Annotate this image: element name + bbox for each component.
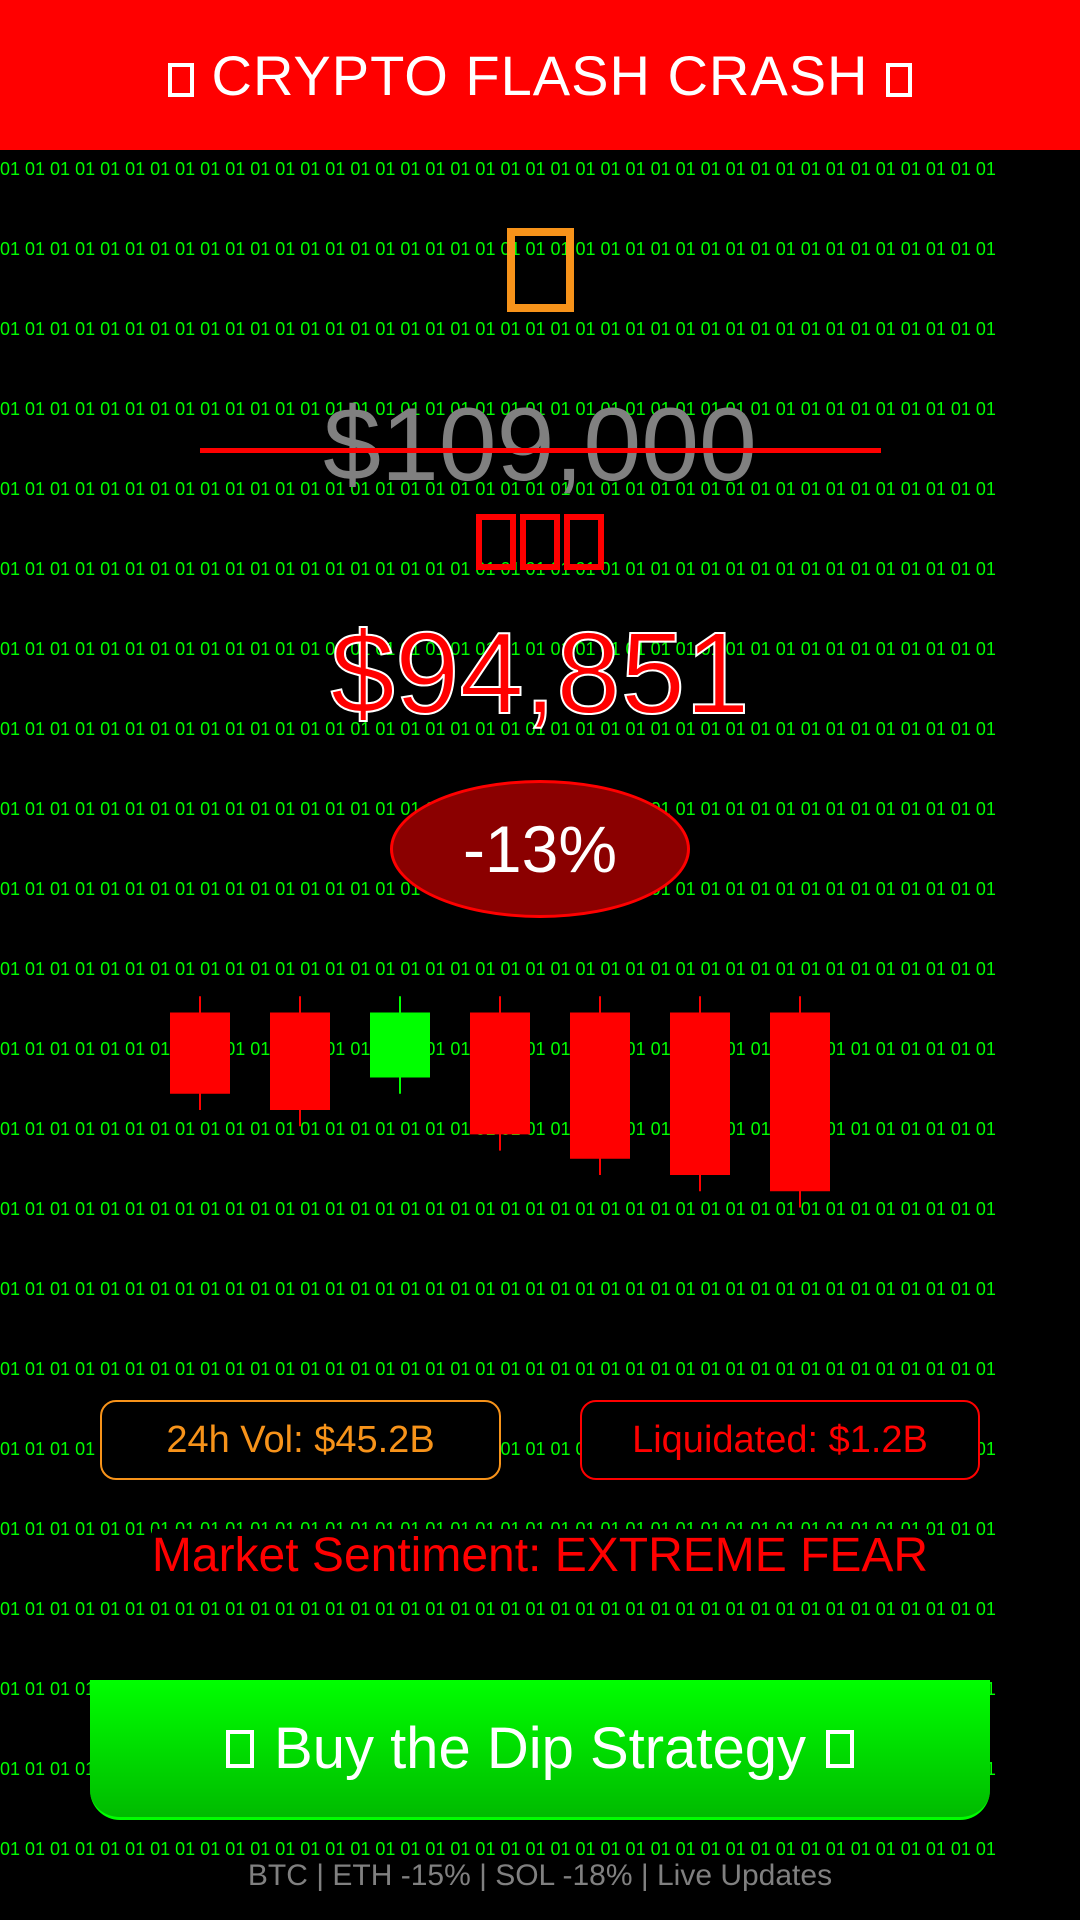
- market-sentiment: Market Sentiment: EXTREME FEAR: [0, 1528, 1080, 1584]
- binary-row: 01 01 01 01 01 01 01 01 01 01 01 01 01 0…: [0, 959, 996, 979]
- binary-row: 01 01 01 01 01 01 01 01 01 01 01 01 01 0…: [0, 1279, 996, 1299]
- liquidated-text: Liquidated: $1.2B: [632, 1418, 928, 1461]
- alert-box-icon: [886, 62, 913, 97]
- cta-label: Buy the Dip Strategy: [274, 1716, 806, 1781]
- alert-box-icon: [167, 62, 194, 97]
- down-arrow-icon: [520, 514, 560, 570]
- binary-row: 01 01 01 01 01 01 01 01 01 01 01 01 01 0…: [0, 479, 996, 499]
- header-title-row: CRYPTO FLASH CRASH: [167, 43, 913, 108]
- down-arrow-icon: [476, 514, 516, 570]
- candle-body: [770, 1012, 830, 1192]
- percent-change-badge: -13%: [390, 780, 690, 918]
- box-icon: [226, 1729, 255, 1768]
- ticker-text: BTC | ETH -15% | SOL -18% | Live Updates: [247, 1859, 833, 1892]
- candle-body: [370, 1012, 430, 1078]
- volume-text: 24h Vol: $45.2B: [166, 1418, 435, 1461]
- binary-row: 01 01 01 01 01 01 01 01 01 01 01 01 01 0…: [0, 399, 996, 419]
- page-title: CRYPTO FLASH CRASH: [211, 43, 869, 107]
- binary-row: 01 01 01 01 01 01 01 01 01 01 01 01 01 0…: [0, 319, 996, 339]
- candle-body: [670, 1012, 730, 1175]
- bitcoin-coin-icon: [507, 228, 574, 312]
- strikethrough-line: [200, 448, 881, 453]
- candle-body: [570, 1012, 630, 1159]
- sentiment-text: Market Sentiment: EXTREME FEAR: [151, 1529, 929, 1582]
- box-icon: [825, 1729, 854, 1768]
- binary-row: 01 01 01 01 01 01 01 01 01 01 01 01 01 0…: [0, 1199, 996, 1219]
- candle-body: [270, 1012, 330, 1110]
- header-banner: CRYPTO FLASH CRASH: [0, 0, 1080, 150]
- volume-stat: 24h Vol: $45.2B: [100, 1400, 501, 1480]
- binary-row: 01 01 01 01 01 01 01 01 01 01 01 01 01 0…: [0, 239, 996, 259]
- binary-row: 01 01 01 01 01 01 01 01 01 01 01 01 01 0…: [0, 159, 996, 179]
- new-price: $94,851: [329, 608, 750, 738]
- binary-row: 01 01 01 01 01 01 01 01 01 01 01 01 01 0…: [0, 639, 996, 659]
- buy-the-dip-button[interactable]: Buy the Dip Strategy: [90, 1680, 990, 1820]
- binary-row: 01 01 01 01 01 01 01 01 01 01 01 01 01 0…: [0, 719, 996, 739]
- candle-body: [170, 1012, 230, 1094]
- candle-body: [470, 1012, 530, 1135]
- candlestick-chart: [170, 996, 830, 1208]
- down-arrows: [0, 514, 1080, 570]
- liquidated-stat: Liquidated: $1.2B: [580, 1400, 980, 1480]
- down-arrow-icon: [564, 514, 604, 570]
- footer-ticker: BTC | ETH -15% | SOL -18% | Live Updates: [0, 1858, 1080, 1894]
- binary-row: 01 01 01 01 01 01 01 01 01 01 01 01 01 0…: [0, 1359, 996, 1379]
- binary-row: 01 01 01 01 01 01 01 01 01 01 01 01 01 0…: [0, 1839, 996, 1859]
- old-price: $109,000: [323, 387, 757, 503]
- binary-row: 01 01 01 01 01 01 01 01 01 01 01 01 01 0…: [0, 1599, 996, 1619]
- percent-change-text: -13%: [462, 812, 618, 886]
